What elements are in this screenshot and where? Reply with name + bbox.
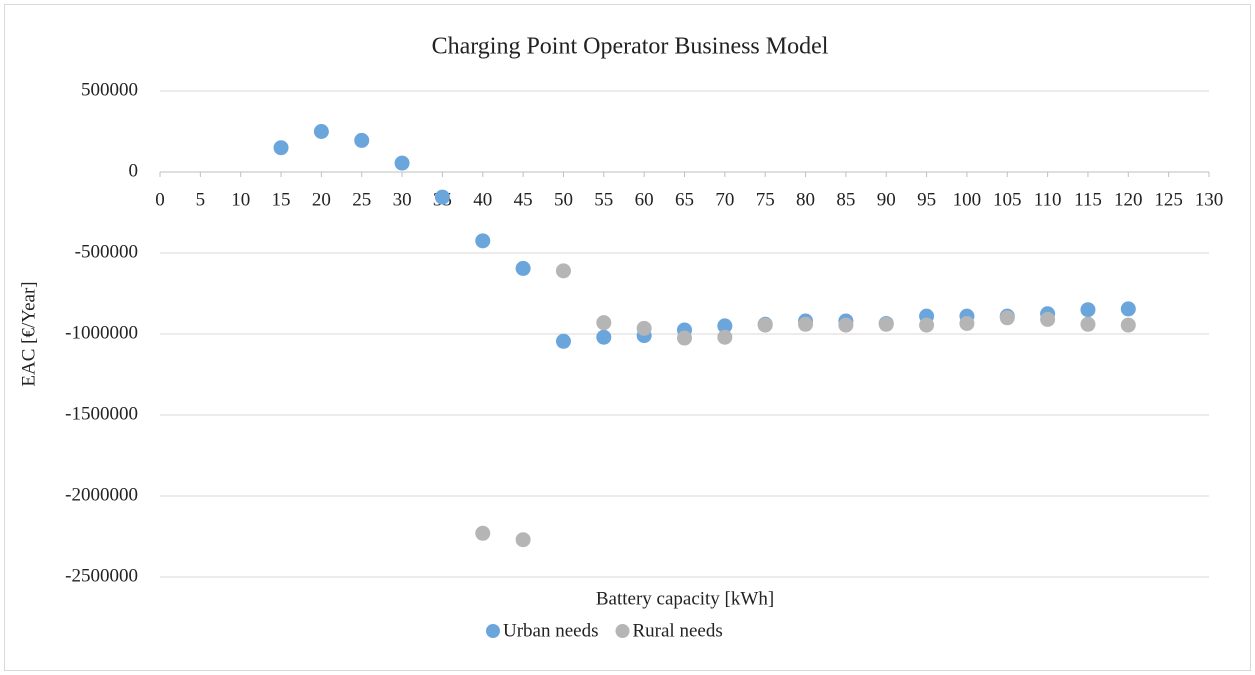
point [677,330,692,346]
point [717,318,733,334]
x-tick-label: 50 [554,189,573,210]
y-tick-label: -500000 [75,241,138,262]
x-tick-label: 125 [1154,189,1183,210]
x-tick-label: 0 [155,189,165,210]
point [273,140,289,156]
x-tick-label: 130 [1195,189,1224,210]
point [434,189,450,205]
point [515,532,531,548]
point [919,317,935,333]
chart-frame [4,4,1251,671]
x-tick-label: 15 [272,189,291,210]
x-tick-label: 110 [1034,189,1062,210]
point [394,155,410,171]
point [636,320,652,336]
y-tick-label: -1500000 [65,403,138,424]
chart-title: Charging Point Operator Business Model [432,34,829,60]
point [757,317,773,333]
point [555,333,571,349]
point [313,124,329,139]
legend-label: Urban needs [503,620,599,641]
x-tick-label: 40 [473,189,492,210]
point [798,316,814,332]
x-tick-label: 95 [917,189,936,210]
point [959,315,975,331]
point [1120,317,1136,333]
x-tick-label: 60 [635,189,654,210]
x-tick-label: 120 [1114,189,1143,210]
x-axis-label: Battery capacity [kWh] [596,588,774,609]
x-tick-label: 115 [1074,189,1102,210]
x-tick-label: 5 [196,189,206,210]
point [1080,316,1096,332]
point [475,525,491,541]
x-tick-label: 25 [352,189,371,210]
legend-marker [486,624,500,638]
x-tick-label: 55 [594,189,613,210]
point [354,132,370,148]
y-axis-label: EAC [€/Year] [18,281,39,386]
point [838,317,854,333]
legend-label: Rural needs [633,620,723,641]
y-tick-label: -2500000 [65,565,138,586]
point [1040,311,1056,327]
x-tick-label: 30 [393,189,412,210]
x-tick-label: 100 [953,189,982,210]
legend-marker [615,624,630,638]
x-tick-label: 65 [675,189,694,210]
y-tick-label: -2000000 [65,484,138,505]
point [475,233,491,249]
point [515,260,531,276]
point [878,316,894,332]
point [717,329,733,345]
x-tick-label: 10 [231,189,250,210]
x-tick-label: 20 [312,189,331,210]
y-tick-label: 500000 [81,79,138,100]
x-tick-label: 85 [836,189,855,210]
x-tick-label: 80 [796,189,815,210]
point [1080,302,1096,318]
point [596,329,612,345]
y-tick-label: 0 [129,160,139,181]
point [1120,301,1136,317]
point [999,310,1015,326]
x-tick-label: 75 [756,189,775,210]
point [596,315,612,331]
point [555,263,571,279]
x-tick-label: 70 [715,189,734,210]
x-tick-label: 90 [877,189,896,210]
y-tick-label: -1000000 [65,322,138,343]
x-tick-label: 45 [514,189,533,210]
x-tick-label: 105 [993,189,1022,210]
